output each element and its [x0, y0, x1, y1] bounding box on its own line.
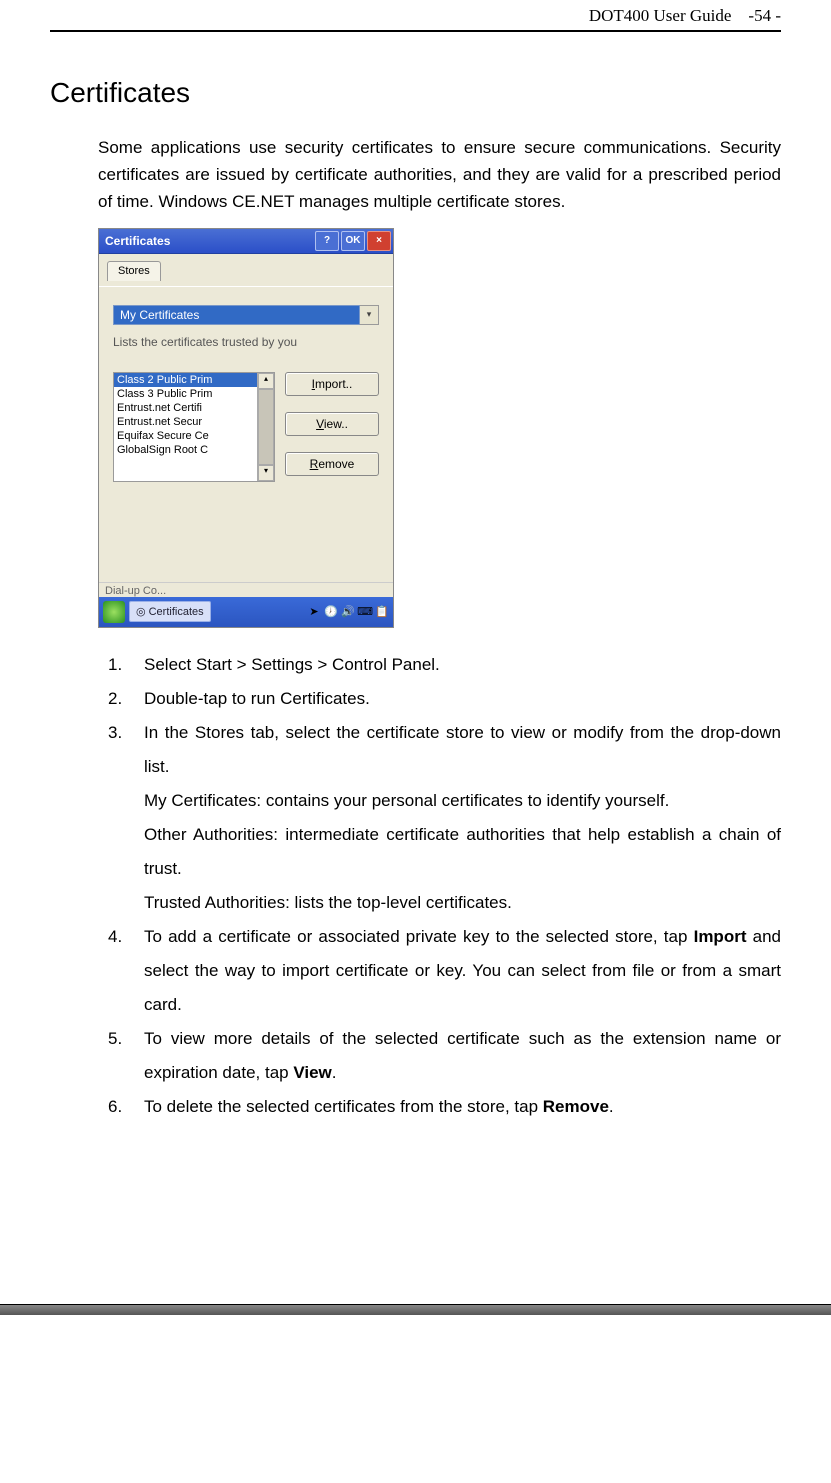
list-item: 6. To delete the selected certificates f…	[108, 1090, 781, 1124]
close-button[interactable]: ×	[367, 231, 391, 251]
instruction-list: 1. Select Start > Settings > Control Pan…	[108, 648, 781, 1124]
cert-icon: ◎	[136, 605, 146, 618]
section-title: Certificates	[50, 77, 781, 109]
remove-button[interactable]: Remove	[285, 452, 379, 476]
list-item[interactable]: Equifax Secure Ce	[114, 429, 274, 443]
import-button[interactable]: IImport..mport..	[285, 372, 379, 396]
system-tray: ➤ 🕖 🔊 ⌨ 📋	[307, 605, 389, 619]
list-item: 1. Select Start > Settings > Control Pan…	[108, 648, 781, 682]
list-item: 3. In the Stores tab, select the certifi…	[108, 716, 781, 784]
start-button[interactable]	[103, 601, 125, 623]
list-item[interactable]: Entrust.net Secur	[114, 415, 274, 429]
certificate-listbox[interactable]: Class 2 Public Prim Class 3 Public Prim …	[113, 372, 275, 482]
page-header: DOT400 User Guide -54 -	[50, 0, 781, 32]
tray-icon[interactable]: ➤	[307, 605, 321, 619]
tray-icon[interactable]: 🔊	[341, 605, 355, 619]
doc-title: DOT400 User Guide	[589, 6, 732, 25]
list-item[interactable]: Entrust.net Certifi	[114, 401, 274, 415]
dialog-title: Certificates	[105, 234, 315, 248]
list-item: 4. To add a certificate or associated pr…	[108, 920, 781, 1022]
page-number: -54 -	[748, 6, 781, 25]
scroll-up-icon[interactable]: ▴	[258, 373, 274, 389]
store-dropdown[interactable]: My Certificates ▾	[113, 305, 379, 325]
chevron-down-icon[interactable]: ▾	[360, 305, 379, 325]
page-footer-bar	[0, 1304, 831, 1315]
list-item: 5. To view more details of the selected …	[108, 1022, 781, 1090]
scroll-thumb[interactable]	[258, 389, 274, 465]
tray-icon[interactable]: 🕖	[324, 605, 338, 619]
list-item[interactable]: GlobalSign Root C	[114, 443, 274, 457]
scrollbar[interactable]: ▴ ▾	[257, 373, 274, 481]
ok-button[interactable]: OK	[341, 231, 365, 251]
dialog-titlebar: Certificates ? OK ×	[99, 229, 393, 254]
tray-icon[interactable]: 📋	[375, 605, 389, 619]
list-item[interactable]: Class 3 Public Prim	[114, 387, 274, 401]
background-window-peek: Dial-up Co...	[99, 582, 393, 597]
dropdown-selected: My Certificates	[113, 305, 360, 325]
certificates-dialog: Certificates ? OK × Stores My Certificat…	[98, 228, 394, 628]
taskbar-app-label: Certificates	[149, 606, 204, 618]
intro-paragraph: Some applications use security certifica…	[98, 134, 781, 216]
tab-stores[interactable]: Stores	[107, 261, 161, 281]
list-sub: My Certificates: contains your personal …	[144, 784, 781, 818]
list-item: 2. Double-tap to run Certificates.	[108, 682, 781, 716]
scroll-down-icon[interactable]: ▾	[258, 465, 274, 481]
view-button[interactable]: View..	[285, 412, 379, 436]
taskbar: ◎ Certificates ➤ 🕖 🔊 ⌨ 📋	[99, 597, 393, 627]
help-button[interactable]: ?	[315, 231, 339, 251]
list-sub: Trusted Authorities: lists the top-level…	[144, 886, 781, 920]
keyboard-icon[interactable]: ⌨	[358, 605, 372, 619]
list-sub: Other Authorities: intermediate certific…	[144, 818, 781, 886]
tab-pane: My Certificates ▾ Lists the certificates…	[99, 286, 393, 582]
taskbar-app-button[interactable]: ◎ Certificates	[129, 601, 211, 622]
tab-row: Stores	[99, 254, 393, 286]
list-item[interactable]: Class 2 Public Prim	[114, 373, 274, 387]
store-description: Lists the certificates trusted by you	[113, 335, 379, 351]
